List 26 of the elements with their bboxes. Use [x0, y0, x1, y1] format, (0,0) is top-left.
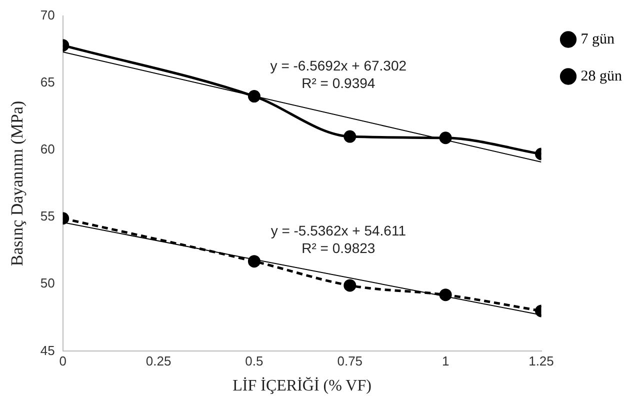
point [344, 130, 356, 143]
annotation: y = -6.5692x + 67.302 [270, 58, 407, 74]
point [248, 90, 260, 103]
x-axis-title: LİF İÇERİĞİ (% VF) [232, 376, 372, 395]
y-tick-label: 65 [40, 74, 55, 90]
y-tick-label: 45 [40, 342, 55, 358]
x-tick-label: 0 [59, 354, 66, 369]
point [439, 132, 452, 144]
legend-label: 28 gün [580, 68, 622, 84]
point [344, 279, 356, 292]
point [248, 255, 260, 268]
annotation: R² = 0.9823 [302, 240, 376, 256]
y-tick-label: 55 [40, 208, 55, 224]
y-tick-label: 70 [40, 7, 55, 22]
x-tick-label: 1.25 [528, 354, 554, 369]
annotation: R² = 0.9394 [302, 75, 376, 92]
x-tick-label: 0.75 [337, 354, 363, 369]
y-tick-label: 60 [40, 142, 55, 157]
x-tick-label: 0.25 [146, 354, 172, 369]
x-tick-label: 0.5 [245, 354, 264, 369]
y-axis-title: Basınç Dayanımı (MPa) [8, 100, 27, 266]
y-tick-label: 50 [40, 276, 55, 291]
point [439, 288, 452, 302]
x-tick-label: 1 [442, 354, 450, 369]
annotation: y = -5.5362x + 54.611 [270, 222, 406, 239]
legend-label: 7 gün [580, 31, 615, 48]
